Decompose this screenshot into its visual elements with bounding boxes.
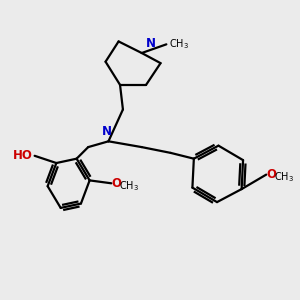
Text: HO: HO <box>13 149 33 162</box>
Text: CH$_3$: CH$_3$ <box>274 170 294 184</box>
Text: CH$_3$: CH$_3$ <box>169 37 189 51</box>
Text: O: O <box>266 168 276 181</box>
Text: O: O <box>111 177 121 190</box>
Text: N: N <box>102 125 112 138</box>
Text: CH$_3$: CH$_3$ <box>119 179 140 193</box>
Text: N: N <box>146 37 156 50</box>
